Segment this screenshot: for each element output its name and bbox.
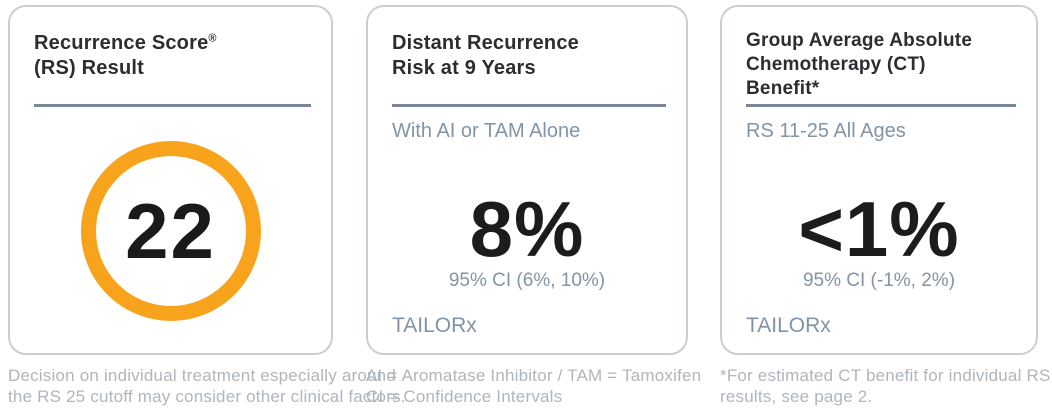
footnote-line-2: the RS 25 cutoff may consider other clin… [8, 387, 406, 406]
chemo-benefit-value: <1% [798, 185, 960, 273]
footnote-line-1: *For estimated CT benefit for individual… [720, 366, 1051, 385]
title-line-1: Group Average Absolute [746, 30, 973, 51]
confidence-interval: 95% CI (-1%, 2%) [802, 270, 956, 291]
recurrence-score-ring: 22 [80, 141, 261, 321]
footnote-line-1: Decision on individual treatment especia… [8, 366, 396, 385]
title-divider [746, 104, 1016, 107]
distant-recurrence-risk-value: 8% [469, 185, 585, 273]
recurrence-score-card: Recurrence Score® (RS) Result 22 [8, 5, 333, 355]
footnote-line-2: results, see page 2. [720, 387, 873, 406]
registered-trademark-symbol: ® [208, 32, 217, 45]
confidence-interval: 95% CI (6%, 10%) [448, 270, 606, 291]
distant-recurrence-card-title: Distant Recurrence Risk at 9 Years [392, 31, 668, 81]
chemo-benefit-card-title: Group Average Absolute Chemotherapy (CT)… [746, 29, 1018, 101]
title-line-2: Risk at 9 Years [392, 57, 536, 79]
treatment-arm-subtitle: With AI or TAM Alone [392, 120, 581, 142]
recurrence-score-column: Recurrence Score® (RS) Result 22 Decisio… [8, 5, 406, 407]
title-text: Recurrence Score [34, 32, 209, 54]
distant-recurrence-card: Distant Recurrence Risk at 9 Years With … [366, 5, 688, 355]
chemo-benefit-column: Group Average Absolute Chemotherapy (CT)… [720, 5, 1051, 407]
footnote-line-2: CI = Confidence Intervals [366, 387, 563, 406]
chemo-benefit-footnote: *For estimated CT benefit for individual… [720, 365, 1051, 407]
title-line-1: Recurrence Score® [34, 31, 313, 56]
title-line-1: Distant Recurrence [392, 32, 579, 54]
title-line-2: (RS) Result [34, 57, 144, 79]
title-divider [392, 104, 666, 107]
distant-recurrence-column: Distant Recurrence Risk at 9 Years With … [366, 5, 702, 407]
chemo-benefit-card: Group Average Absolute Chemotherapy (CT)… [720, 5, 1038, 355]
title-line-2: Chemotherapy (CT) [746, 54, 926, 75]
title-line-3: Benefit* [746, 78, 820, 99]
recurrence-score-footnote: Decision on individual treatment especia… [8, 365, 406, 407]
distant-recurrence-footnote: AI = Aromatase Inhibitor / TAM = Tamoxif… [366, 365, 702, 407]
recurrence-score-value: 22 [125, 186, 216, 275]
title-divider [34, 104, 311, 107]
study-source-label: TAILORx [392, 314, 477, 337]
rs-range-subtitle: RS 11-25 All Ages [746, 120, 906, 142]
study-source-label: TAILORx [746, 314, 831, 337]
footnote-line-1: AI = Aromatase Inhibitor / TAM = Tamoxif… [366, 366, 702, 385]
recurrence-score-card-title: Recurrence Score® (RS) Result [34, 31, 313, 81]
